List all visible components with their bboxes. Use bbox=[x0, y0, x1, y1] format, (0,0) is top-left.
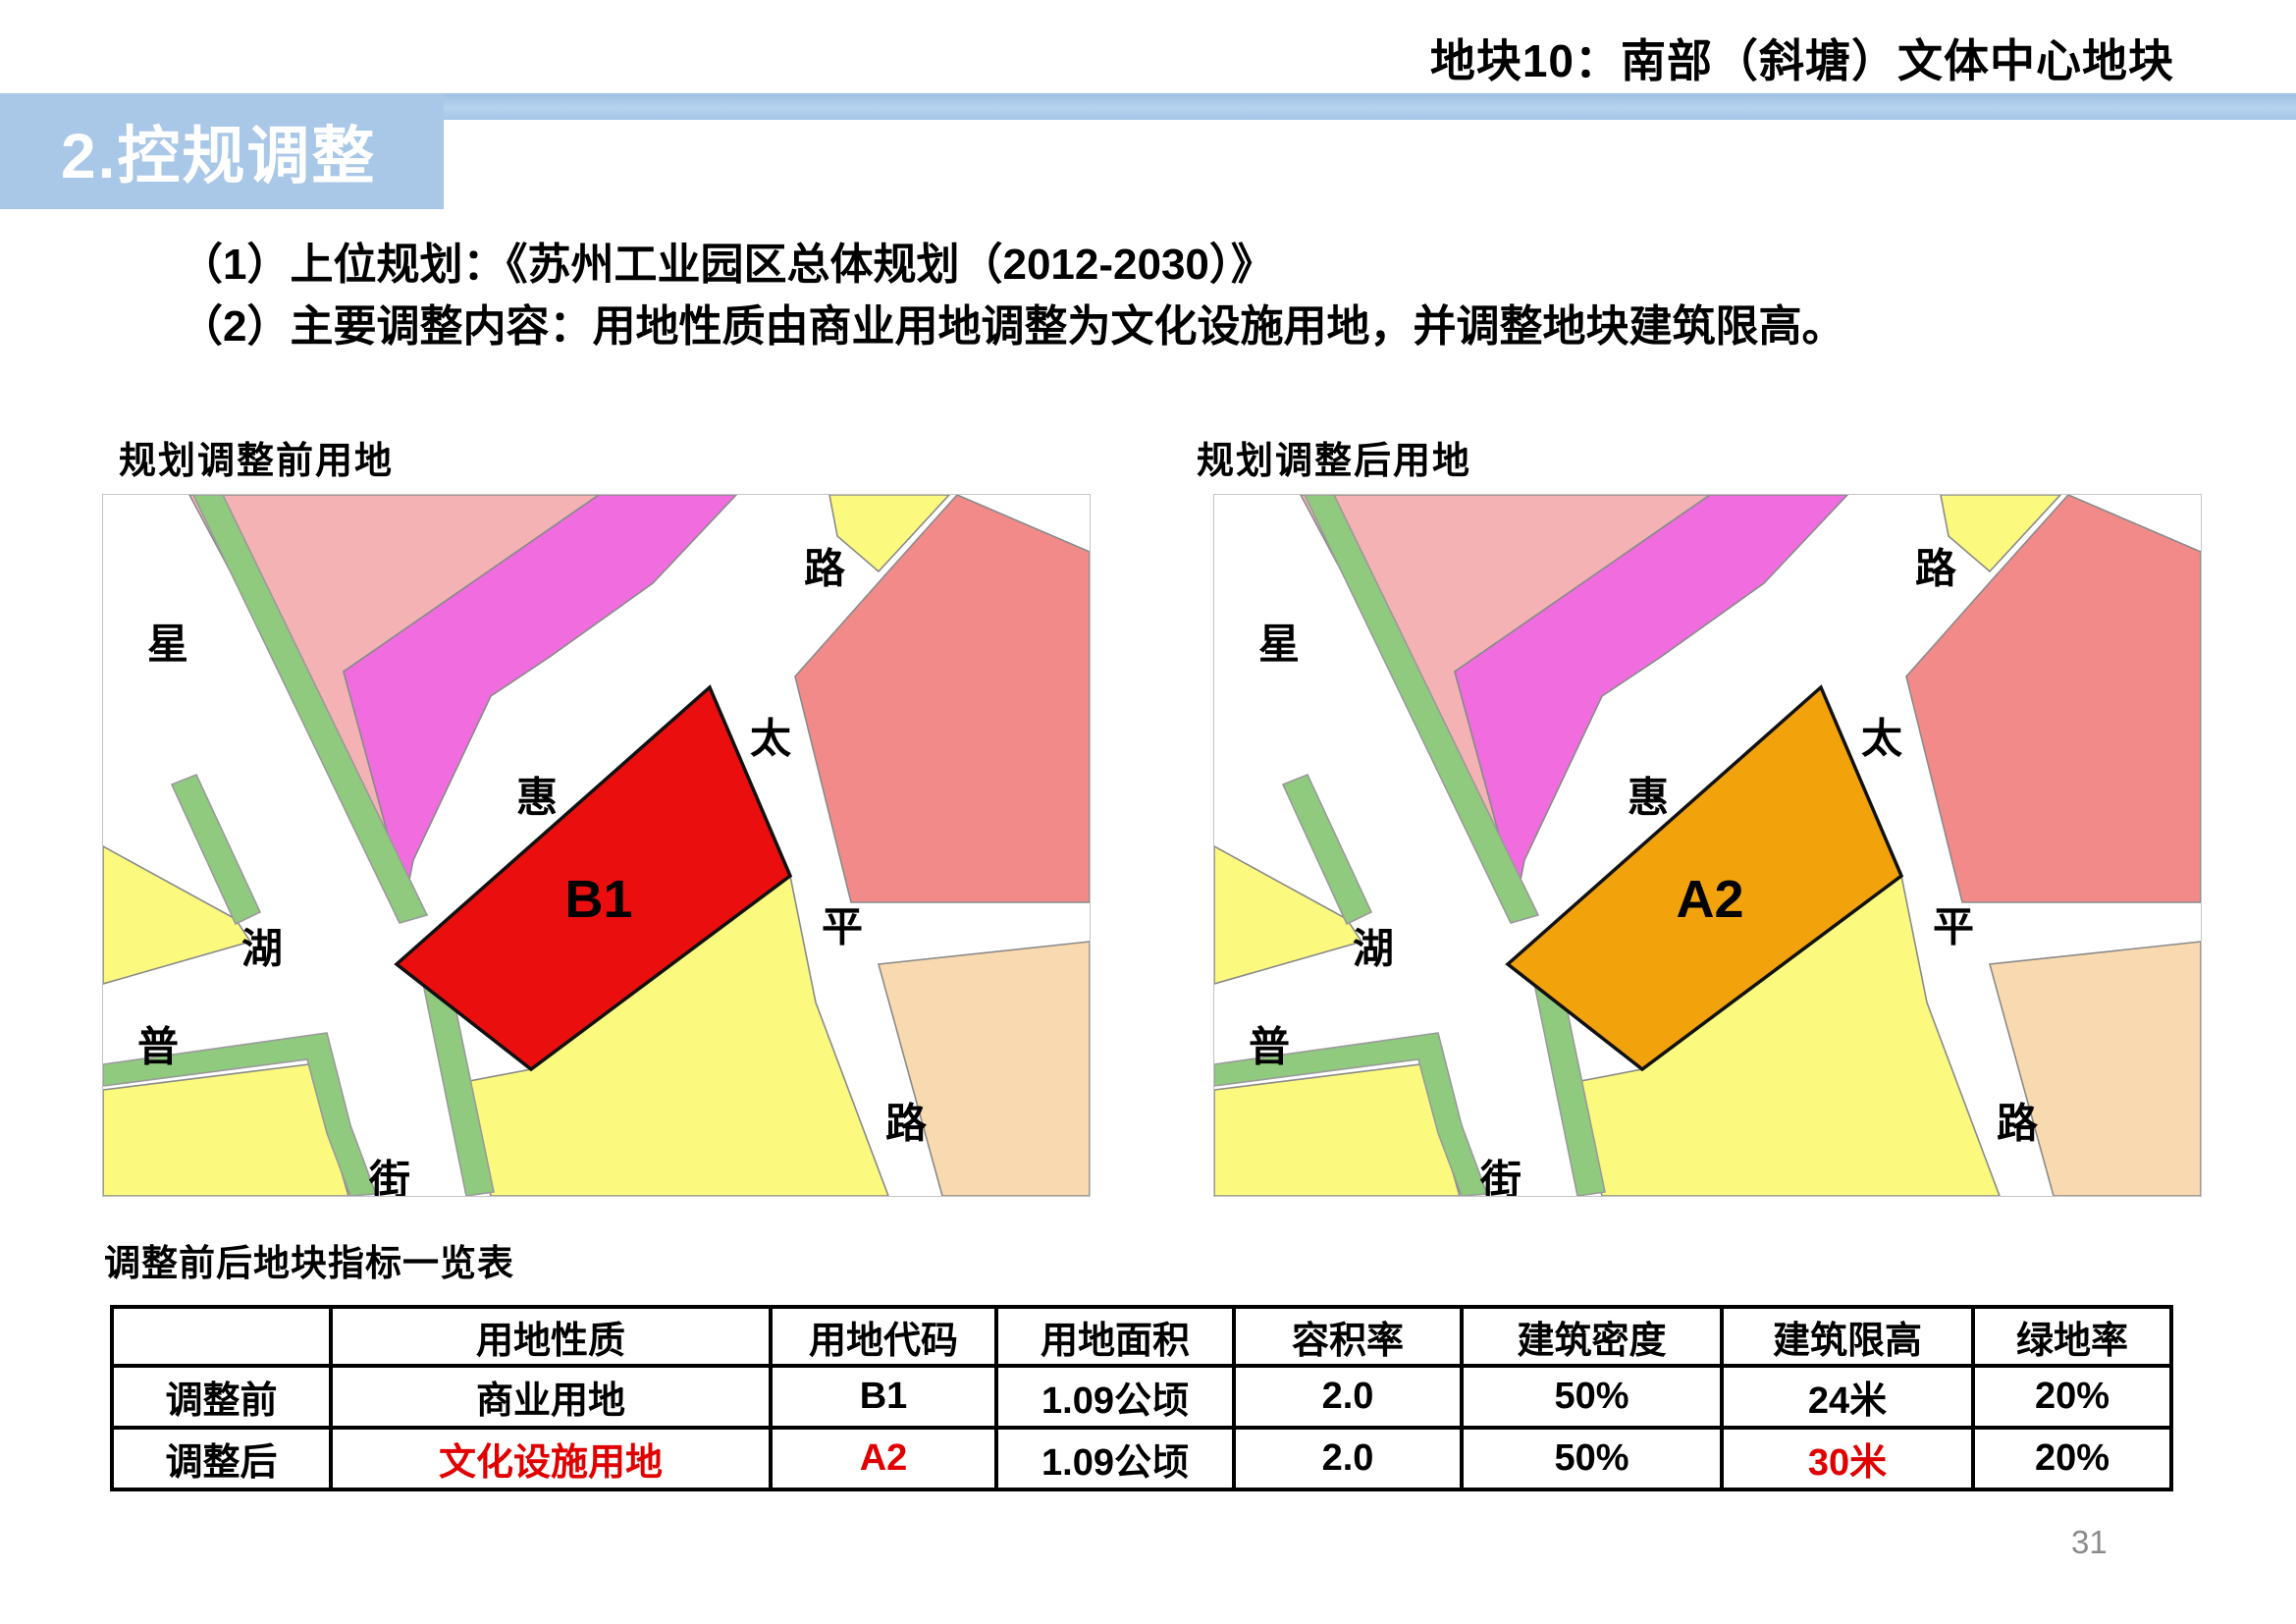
parcel-coral bbox=[794, 495, 1090, 903]
page-title: 地块10：南部（斜塘）文体中心地块 bbox=[1429, 35, 2174, 86]
street-label: 路 bbox=[1997, 1101, 2039, 1147]
street-label: 星 bbox=[147, 622, 188, 668]
indicator-table: 用地性质 用地代码 用地面积 容积率 建筑密度 建筑限高 绿地率 调整前 商业用… bbox=[110, 1305, 2173, 1491]
parcel-code-label: B1 bbox=[564, 870, 632, 929]
row-label: 调整后 bbox=[110, 1426, 333, 1491]
street-label: 街 bbox=[368, 1158, 410, 1197]
table-header-height-limit: 建筑限高 bbox=[1720, 1305, 1975, 1368]
land-use-map-before: 星湖普街惠太平路路 B1 bbox=[102, 494, 1091, 1197]
parcel-yellow-west bbox=[1214, 845, 1363, 985]
green-strip-1 bbox=[192, 495, 429, 924]
parcel-peach bbox=[1988, 941, 2201, 1196]
table-header-row: 用地性质 用地代码 用地面积 容积率 建筑密度 建筑限高 绿地率 bbox=[110, 1305, 2173, 1368]
parcel-yellow-top bbox=[1940, 495, 2062, 573]
street-label: 普 bbox=[137, 1024, 179, 1070]
street-label: 路 bbox=[885, 1101, 928, 1147]
subject-parcel bbox=[1505, 684, 1904, 1072]
row-label: 调整前 bbox=[110, 1364, 333, 1430]
cell-density: 50% bbox=[1460, 1364, 1724, 1430]
map-after-title: 规划调整后用地 bbox=[1197, 441, 1472, 482]
cell-green-ratio: 20% bbox=[1971, 1426, 2173, 1491]
parcel-magenta bbox=[1454, 495, 1849, 900]
parcel-code-label: A2 bbox=[1676, 870, 1743, 929]
parcel-yellow-southwest bbox=[103, 1063, 349, 1196]
street-label: 湖 bbox=[241, 926, 283, 972]
street-label: 惠 bbox=[1628, 775, 1669, 821]
cell-height-limit: 30米 bbox=[1720, 1426, 1975, 1491]
table-row-after: 调整后 文化设施用地 A2 1.09公顷 2.0 50% 30米 20% bbox=[110, 1426, 2173, 1491]
table-row-before: 调整前 商业用地 B1 1.09公顷 2.0 50% 24米 20% bbox=[110, 1364, 2173, 1430]
table-header-green-ratio: 绿地率 bbox=[1971, 1305, 2173, 1368]
section-banner: 2.控规调整 bbox=[0, 93, 444, 209]
map-before-title: 规划调整前用地 bbox=[119, 441, 395, 482]
intro-text: （1）上位规划：《苏州工业园区总体规划（2012-2030）》 （2）主要调整内… bbox=[180, 234, 2133, 357]
intro-line-1: （1）上位规划：《苏州工业园区总体规划（2012-2030）》 bbox=[180, 241, 1274, 289]
street-label: 普 bbox=[1249, 1024, 1290, 1070]
street-label: 太 bbox=[1861, 716, 1902, 762]
cell-land-use: 文化设施用地 bbox=[329, 1426, 773, 1491]
subject-parcel bbox=[394, 684, 793, 1072]
parcel-yellow-southwest bbox=[1214, 1063, 1461, 1196]
cell-area: 1.09公顷 bbox=[994, 1364, 1236, 1430]
street-label: 惠 bbox=[516, 775, 558, 821]
street-label: 星 bbox=[1258, 622, 1300, 668]
parcel-yellow-top bbox=[828, 495, 951, 573]
cell-far: 2.0 bbox=[1232, 1426, 1464, 1491]
street-label: 平 bbox=[822, 904, 863, 950]
street-label: 太 bbox=[750, 716, 791, 762]
green-strip-1 bbox=[1304, 495, 1540, 924]
table-header-far: 容积率 bbox=[1232, 1305, 1464, 1368]
green-strip-4 bbox=[103, 1032, 378, 1196]
cell-code: B1 bbox=[769, 1364, 998, 1430]
table-header-code: 用地代码 bbox=[769, 1305, 998, 1368]
table-header-density: 建筑密度 bbox=[1460, 1305, 1724, 1368]
street-label: 湖 bbox=[1353, 926, 1394, 972]
parcel-magenta bbox=[343, 495, 738, 900]
parcel-coral bbox=[1905, 495, 2201, 903]
table-header-blank bbox=[110, 1305, 333, 1368]
cell-area: 1.09公顷 bbox=[994, 1426, 1236, 1491]
parcel-peach bbox=[877, 941, 1090, 1196]
intro-line-2: （2）主要调整内容：用地性质由商业用地调整为文化设施用地，并调整地块建筑限高。 bbox=[180, 302, 1845, 351]
table-header-land-use: 用地性质 bbox=[329, 1305, 773, 1368]
cell-land-use: 商业用地 bbox=[329, 1364, 773, 1430]
cell-green-ratio: 20% bbox=[1971, 1364, 2173, 1430]
section-banner-label: 2.控规调整 bbox=[61, 121, 377, 191]
green-strip-4 bbox=[1214, 1032, 1489, 1196]
table-title: 调整前后地块指标一览表 bbox=[104, 1243, 514, 1283]
green-strip-2 bbox=[1281, 773, 1373, 926]
page-number: 31 bbox=[2071, 1524, 2108, 1560]
cell-code: A2 bbox=[769, 1426, 998, 1491]
street-label: 路 bbox=[1915, 546, 1957, 592]
land-use-map-after: 星湖普街惠太平路路 A2 bbox=[1213, 494, 2202, 1197]
cell-far: 2.0 bbox=[1232, 1364, 1464, 1430]
green-strip-2 bbox=[170, 773, 262, 926]
table-header-area: 用地面积 bbox=[994, 1305, 1236, 1368]
cell-density: 50% bbox=[1460, 1426, 1724, 1491]
parcel-yellow-west bbox=[103, 845, 252, 985]
street-label: 路 bbox=[804, 546, 846, 592]
street-label: 街 bbox=[1479, 1158, 1522, 1197]
street-label: 平 bbox=[1933, 904, 1974, 950]
cell-height-limit: 24米 bbox=[1720, 1364, 1975, 1430]
